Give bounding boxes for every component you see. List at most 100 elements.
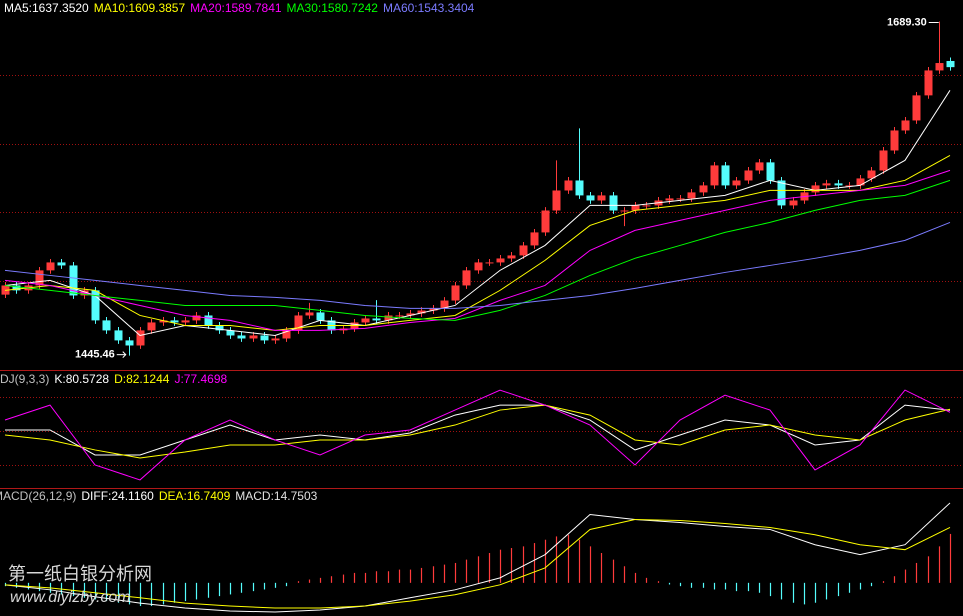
indicator-line bbox=[4, 389, 951, 481]
candle-body bbox=[564, 180, 573, 191]
candle-body bbox=[395, 315, 404, 317]
legend-label: D:82.1244 bbox=[114, 372, 170, 386]
candle-body bbox=[170, 320, 179, 323]
legend-label: MA20:1589.7841 bbox=[190, 1, 282, 15]
candle-body bbox=[732, 180, 741, 186]
candle-body bbox=[429, 308, 438, 311]
candle-body bbox=[552, 190, 561, 211]
watermark-url: www.diyizby.com bbox=[10, 589, 131, 606]
candle-body bbox=[642, 205, 651, 207]
candle-body bbox=[912, 95, 921, 121]
candle-body bbox=[609, 195, 618, 211]
legend-label: K:80.5728 bbox=[54, 372, 109, 386]
candle-body bbox=[901, 120, 910, 131]
candle-body bbox=[699, 185, 708, 193]
candle-body bbox=[935, 63, 944, 71]
candle-body bbox=[575, 180, 584, 196]
candle-body bbox=[744, 170, 753, 181]
indicator-line bbox=[4, 221, 951, 309]
legend-label: MACD(26,12,9) bbox=[0, 489, 76, 503]
candle-body bbox=[260, 335, 269, 341]
candle-body bbox=[462, 270, 471, 286]
indicator-line bbox=[4, 179, 951, 321]
candle-body bbox=[226, 330, 235, 336]
candle-body bbox=[519, 245, 528, 256]
candle-body bbox=[687, 192, 696, 199]
candle-body bbox=[35, 270, 44, 286]
legend-label: MA10:1609.3857 bbox=[94, 1, 186, 15]
legend-label: KDJ(9,3,3) bbox=[0, 372, 49, 386]
candle-body bbox=[215, 325, 224, 331]
watermark-name: 第一纸白银分析网 bbox=[8, 564, 152, 584]
candle-body bbox=[777, 180, 786, 206]
candle-body bbox=[372, 318, 381, 321]
candle-body bbox=[597, 195, 606, 201]
candle-body bbox=[530, 232, 539, 246]
candle-body bbox=[316, 312, 325, 321]
candle-body bbox=[282, 330, 291, 339]
candle-body bbox=[485, 262, 494, 264]
candle-body bbox=[451, 285, 460, 301]
candle-body bbox=[721, 165, 730, 186]
candle-body bbox=[361, 318, 370, 323]
indicator-line bbox=[5, 404, 951, 456]
candle-body bbox=[496, 258, 505, 263]
candle-body bbox=[766, 162, 775, 181]
candle-body bbox=[946, 60, 955, 68]
indicator-line bbox=[4, 519, 951, 609]
candle-body bbox=[237, 335, 246, 339]
high-label: 1689.30 bbox=[887, 16, 927, 28]
candle-body bbox=[46, 262, 55, 271]
low-label: 1445.46 bbox=[75, 349, 115, 361]
candle-body bbox=[249, 335, 258, 339]
candle-body bbox=[69, 265, 78, 296]
legend-label: MA60:1543.3404 bbox=[383, 1, 475, 15]
candle-body bbox=[665, 198, 674, 201]
indicator-line bbox=[4, 502, 951, 613]
candle-body bbox=[181, 320, 190, 323]
indicator-line bbox=[4, 404, 951, 459]
candle-body bbox=[125, 340, 134, 346]
candle-body bbox=[440, 300, 449, 309]
legend-label: DEA:16.7409 bbox=[159, 489, 231, 503]
candle-body bbox=[845, 185, 854, 187]
candle-body bbox=[676, 198, 685, 200]
candle-body bbox=[474, 262, 483, 271]
candle-body bbox=[834, 183, 843, 186]
candle-body bbox=[789, 200, 798, 206]
candle-body bbox=[305, 312, 314, 316]
legend-label: MA30:1580.7242 bbox=[287, 1, 379, 15]
candle-body bbox=[620, 210, 629, 212]
candle-body bbox=[12, 285, 21, 291]
candle-body bbox=[811, 185, 820, 193]
candle-body bbox=[867, 170, 876, 179]
legend-label: DIFF:24.1160 bbox=[81, 489, 154, 503]
candle-body bbox=[204, 315, 213, 326]
candle-body bbox=[294, 315, 303, 331]
candle-body bbox=[192, 315, 201, 321]
candle-body bbox=[822, 183, 831, 186]
candle-body bbox=[406, 313, 415, 316]
legend-label: MA5:1637.3520 bbox=[4, 1, 89, 15]
candle-body bbox=[586, 195, 595, 201]
candle-body bbox=[102, 320, 111, 331]
candle-body bbox=[890, 130, 899, 151]
candle-body bbox=[57, 262, 66, 266]
candle-body bbox=[136, 330, 145, 346]
candle-body bbox=[91, 290, 100, 321]
candle-body bbox=[114, 330, 123, 341]
candle-body bbox=[631, 205, 640, 211]
indicator-line bbox=[4, 90, 951, 337]
candle-body bbox=[541, 210, 550, 233]
candle-body bbox=[417, 310, 426, 314]
candle-body bbox=[879, 150, 888, 171]
candle-body bbox=[710, 165, 719, 186]
candle-body bbox=[924, 70, 933, 96]
candle-body bbox=[271, 338, 280, 341]
indicator-line bbox=[4, 169, 951, 331]
legend-label: MACD:14.7503 bbox=[235, 489, 317, 503]
candle-body bbox=[507, 255, 516, 259]
